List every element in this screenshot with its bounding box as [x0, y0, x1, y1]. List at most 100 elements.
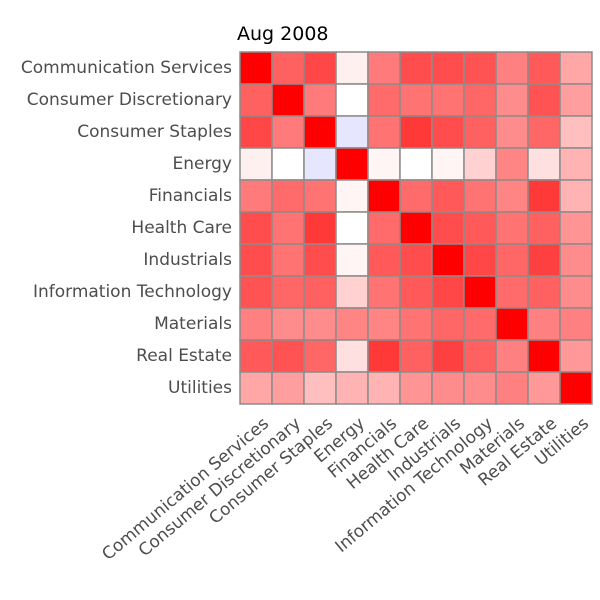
heatmap-cell-communication-services-financials: [367, 51, 401, 85]
heatmap-cell-information-technology-industrials: [431, 275, 465, 309]
heatmap-cell-information-technology-energy: [335, 275, 369, 309]
heatmap-cell-consumer-staples-health-care: [399, 115, 433, 149]
heatmap-cell-energy-utilities: [559, 147, 593, 181]
heatmap-cell-energy-industrials: [431, 147, 465, 181]
heatmap-cell-materials-industrials: [431, 307, 465, 341]
heatmap-cell-real-estate-consumer-discretionary: [271, 339, 305, 373]
heatmap-cell-consumer-discretionary-utilities: [559, 83, 593, 117]
heatmap-cell-consumer-staples-utilities: [559, 115, 593, 149]
heatmap-cell-information-technology-consumer-staples: [303, 275, 337, 309]
heatmap-cell-consumer-discretionary-materials: [495, 83, 529, 117]
heatmap-cell-financials-materials: [495, 179, 529, 213]
chart-title: Aug 2008: [237, 23, 329, 45]
heatmap-cell-energy-communication-services: [239, 147, 273, 181]
heatmap-cell-energy-consumer-discretionary: [271, 147, 305, 181]
heatmap-cell-financials-information-technology: [463, 179, 497, 213]
heatmap-cell-materials-real-estate: [527, 307, 561, 341]
heatmap-cell-materials-utilities: [559, 307, 593, 341]
heatmap-cell-information-technology-utilities: [559, 275, 593, 309]
heatmap-cell-health-care-consumer-staples: [303, 211, 337, 245]
heatmap-cell-health-care-health-care: [399, 211, 433, 245]
heatmap-cell-industrials-industrials: [431, 243, 465, 277]
heatmap-cell-consumer-staples-materials: [495, 115, 529, 149]
heatmap-cell-industrials-information-technology: [463, 243, 497, 277]
heatmap-cell-utilities-health-care: [399, 371, 433, 405]
heatmap-cell-information-technology-real-estate: [527, 275, 561, 309]
heatmap-cell-industrials-materials: [495, 243, 529, 277]
heatmap-cell-materials-consumer-staples: [303, 307, 337, 341]
heatmap-cell-communication-services-materials: [495, 51, 529, 85]
heatmap-cell-communication-services-real-estate: [527, 51, 561, 85]
heatmap-cell-utilities-consumer-staples: [303, 371, 337, 405]
heatmap-cell-consumer-discretionary-real-estate: [527, 83, 561, 117]
heatmap-cell-industrials-communication-services: [239, 243, 273, 277]
heatmap-cell-consumer-discretionary-information-technology: [463, 83, 497, 117]
heatmap-cell-consumer-staples-communication-services: [239, 115, 273, 149]
heatmap-cell-consumer-discretionary-energy: [335, 83, 369, 117]
heatmap-cell-industrials-real-estate: [527, 243, 561, 277]
heatmap-cell-materials-health-care: [399, 307, 433, 341]
heatmap-cell-energy-information-technology: [463, 147, 497, 181]
heatmap-cell-financials-energy: [335, 179, 369, 213]
heatmap-cell-communication-services-industrials: [431, 51, 465, 85]
heatmap-cell-industrials-financials: [367, 243, 401, 277]
y-tick-label-utilities: Utilities: [168, 378, 232, 398]
heatmap-cell-utilities-information-technology: [463, 371, 497, 405]
heatmap-cell-communication-services-energy: [335, 51, 369, 85]
heatmap-cell-materials-financials: [367, 307, 401, 341]
heatmap-cell-utilities-industrials: [431, 371, 465, 405]
y-tick-label-consumer-staples: Consumer Staples: [77, 122, 232, 142]
heatmap-cell-real-estate-information-technology: [463, 339, 497, 373]
heatmap-cell-communication-services-communication-services: [239, 51, 273, 85]
heatmap-cell-materials-information-technology: [463, 307, 497, 341]
heatmap-cell-consumer-staples-financials: [367, 115, 401, 149]
heatmap-cell-health-care-consumer-discretionary: [271, 211, 305, 245]
heatmap-cell-health-care-financials: [367, 211, 401, 245]
heatmap-cell-consumer-staples-consumer-discretionary: [271, 115, 305, 149]
heatmap-cell-information-technology-health-care: [399, 275, 433, 309]
heatmap-cell-real-estate-energy: [335, 339, 369, 373]
heatmap-cell-materials-consumer-discretionary: [271, 307, 305, 341]
heatmap-cell-materials-energy: [335, 307, 369, 341]
heatmap-cell-communication-services-consumer-discretionary: [271, 51, 305, 85]
heatmap-cell-information-technology-communication-services: [239, 275, 273, 309]
heatmap-cell-consumer-staples-industrials: [431, 115, 465, 149]
heatmap-cell-real-estate-health-care: [399, 339, 433, 373]
heatmap-cell-utilities-consumer-discretionary: [271, 371, 305, 405]
heatmap-cell-industrials-consumer-discretionary: [271, 243, 305, 277]
heatmap-cell-utilities-utilities: [559, 371, 593, 405]
heatmap-cell-financials-consumer-staples: [303, 179, 337, 213]
heatmap-cell-materials-communication-services: [239, 307, 273, 341]
heatmap-cell-communication-services-consumer-staples: [303, 51, 337, 85]
heatmap-cell-communication-services-information-technology: [463, 51, 497, 85]
heatmap-cell-financials-consumer-discretionary: [271, 179, 305, 213]
heatmap-cell-financials-utilities: [559, 179, 593, 213]
heatmap-cell-financials-health-care: [399, 179, 433, 213]
y-tick-label-materials: Materials: [154, 314, 232, 334]
heatmap-cell-energy-energy: [335, 147, 369, 181]
heatmap-cell-real-estate-consumer-staples: [303, 339, 337, 373]
y-tick-label-health-care: Health Care: [131, 218, 232, 238]
y-tick-label-real-estate: Real Estate: [136, 346, 232, 366]
heatmap-cell-consumer-discretionary-communication-services: [239, 83, 273, 117]
heatmap-cell-real-estate-financials: [367, 339, 401, 373]
heatmap-cell-consumer-discretionary-industrials: [431, 83, 465, 117]
heatmap-cell-utilities-real-estate: [527, 371, 561, 405]
y-tick-label-communication-services: Communication Services: [21, 58, 232, 78]
heatmap-cell-utilities-materials: [495, 371, 529, 405]
heatmap-cell-real-estate-utilities: [559, 339, 593, 373]
heatmap-cell-health-care-communication-services: [239, 211, 273, 245]
heatmap-cell-information-technology-financials: [367, 275, 401, 309]
heatmap-cells: [239, 51, 593, 405]
heatmap-cell-consumer-discretionary-consumer-discretionary: [271, 83, 305, 117]
heatmap-cell-energy-consumer-staples: [303, 147, 337, 181]
heatmap-cell-financials-real-estate: [527, 179, 561, 213]
y-tick-label-financials: Financials: [149, 186, 232, 206]
heatmap-cell-communication-services-health-care: [399, 51, 433, 85]
heatmap-cell-consumer-staples-information-technology: [463, 115, 497, 149]
y-tick-label-information-technology: Information Technology: [33, 282, 232, 302]
heatmap-cell-health-care-industrials: [431, 211, 465, 245]
heatmap-cell-health-care-materials: [495, 211, 529, 245]
heatmap-cell-real-estate-industrials: [431, 339, 465, 373]
